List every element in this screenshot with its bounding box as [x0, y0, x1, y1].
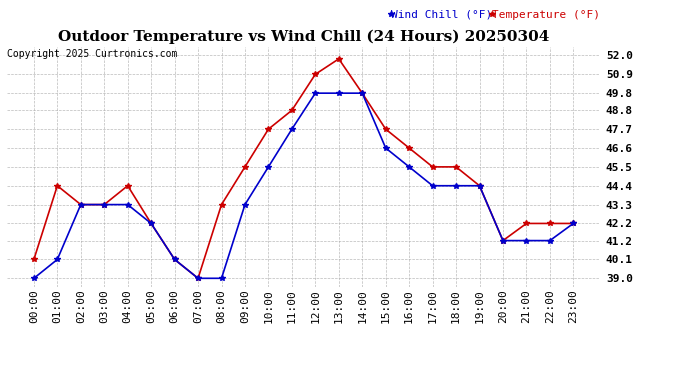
- Temperature (°F): [522, 221, 531, 226]
- Wind Chill (°F): [30, 276, 38, 280]
- Temperature (°F): [428, 165, 437, 169]
- Wind Chill (°F): [335, 91, 343, 95]
- Wind Chill (°F): [522, 238, 531, 243]
- Temperature (°F): [100, 202, 108, 207]
- Wind Chill (°F): [264, 165, 273, 169]
- Temperature (°F): [499, 238, 507, 243]
- Wind Chill (°F): [311, 91, 319, 95]
- Temperature (°F): [311, 72, 319, 76]
- Wind Chill (°F): [288, 127, 296, 131]
- Wind Chill (°F): [147, 221, 155, 226]
- Temperature (°F): [546, 221, 554, 226]
- Wind Chill (°F): [428, 183, 437, 188]
- Wind Chill (°F): [217, 276, 226, 280]
- Temperature (°F): [170, 257, 179, 262]
- Temperature (°F): [358, 91, 366, 95]
- Wind Chill (°F): [53, 257, 61, 262]
- Temperature (°F): [53, 183, 61, 188]
- Wind Chill (°F): [194, 276, 202, 280]
- Wind Chill (°F): [382, 146, 390, 150]
- Temperature (°F): [124, 183, 132, 188]
- Temperature (°F): [30, 257, 38, 262]
- Wind Chill (°F): [499, 238, 507, 243]
- Wind Chill (°F): [241, 202, 249, 207]
- Wind Chill (°F): [170, 257, 179, 262]
- Temperature (°F): [147, 221, 155, 226]
- Title: Outdoor Temperature vs Wind Chill (24 Hours) 20250304: Outdoor Temperature vs Wind Chill (24 Ho…: [58, 30, 549, 44]
- Wind Chill (°F): [546, 238, 554, 243]
- Text: Copyright 2025 Curtronics.com: Copyright 2025 Curtronics.com: [7, 49, 177, 59]
- Temperature (°F): [194, 276, 202, 280]
- Line: Wind Chill (°F): Wind Chill (°F): [31, 90, 576, 281]
- Temperature (°F): [217, 202, 226, 207]
- Temperature (°F): [264, 127, 273, 131]
- Temperature (°F): [335, 57, 343, 61]
- Wind Chill (°F): [358, 91, 366, 95]
- Temperature (°F): [241, 165, 249, 169]
- Temperature (°F): [475, 183, 484, 188]
- Wind Chill (°F): [405, 165, 413, 169]
- Wind Chill (°F): [124, 202, 132, 207]
- Wind Chill (°F): [77, 202, 85, 207]
- Legend: Wind Chill (°F), Temperature (°F): Wind Chill (°F), Temperature (°F): [391, 10, 600, 20]
- Wind Chill (°F): [475, 183, 484, 188]
- Temperature (°F): [382, 127, 390, 131]
- Temperature (°F): [288, 108, 296, 112]
- Wind Chill (°F): [452, 183, 460, 188]
- Wind Chill (°F): [100, 202, 108, 207]
- Line: Temperature (°F): Temperature (°F): [31, 56, 576, 281]
- Wind Chill (°F): [569, 221, 578, 226]
- Temperature (°F): [405, 146, 413, 150]
- Temperature (°F): [452, 165, 460, 169]
- Temperature (°F): [77, 202, 85, 207]
- Temperature (°F): [569, 221, 578, 226]
